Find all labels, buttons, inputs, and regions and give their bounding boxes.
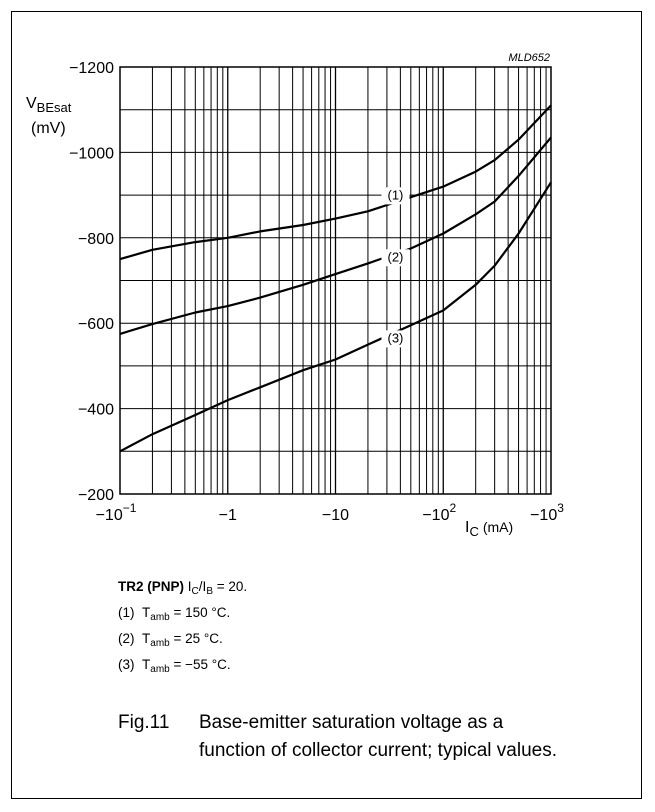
series-label-1: (1) [387, 187, 403, 202]
figure-frame [11, 11, 642, 799]
y-axis-subscript: BEsat [37, 100, 72, 115]
x-axis-label: IC (mA) [465, 519, 513, 539]
plot-border [119, 66, 552, 495]
series-label-bg-1 [381, 187, 410, 205]
x-tick-label: −10−1 [96, 501, 137, 524]
device-conditions: TR2 (PNP) IC/IB = 20. [118, 579, 247, 597]
device-label: TR2 (PNP) [118, 579, 185, 594]
y-tick-label: −600 [78, 316, 114, 333]
caption-line-1: Base-emitter saturation voltage as a [199, 712, 504, 733]
figure-code: MLD652 [508, 52, 550, 64]
y-tick-label: −400 [78, 402, 114, 419]
series-group: (1) (2) (3) [119, 104, 552, 453]
caption-line-2: function of collector current; typical v… [199, 740, 558, 761]
y-tick-label: −200 [78, 487, 114, 504]
series-line-2 [119, 136, 552, 335]
series-line-1 [119, 104, 552, 261]
figure-number: Fig.11 [118, 712, 170, 733]
x-tick-label: −102 [422, 501, 456, 524]
x-tick-label: −10 [322, 507, 349, 524]
series-line-3 [119, 181, 552, 453]
y-axis-label: VBEsat [26, 95, 72, 115]
series-label-bg-3 [381, 330, 410, 348]
grid [120, 67, 551, 494]
x-axis-symbol: I [465, 519, 469, 536]
x-axis-unit: (mA) [483, 519, 513, 535]
x-tick-label: −103 [530, 501, 564, 524]
series-label-3: (3) [387, 330, 403, 345]
condition-line-1: (1) Tamb = 150 °C. [118, 605, 231, 623]
tick-labels: −1200 −1000 −800 −600 −400 −200−10−1 −1 −10 −102… [69, 60, 564, 524]
x-tick-label: −1 [219, 507, 237, 524]
y-tick-label: −1000 [69, 145, 114, 162]
ratio-label: IC/IB = 20. [187, 579, 248, 597]
y-axis-unit: (mV) [31, 120, 66, 137]
condition-line-3: (3) Tamb = −55 °C. [118, 657, 231, 675]
x-axis-subscript: C [469, 524, 478, 539]
series-label-2: (2) [387, 249, 403, 264]
condition-line-2: (2) Tamb = 25 °C. [118, 631, 223, 649]
series-label-bg-2 [381, 249, 410, 267]
y-axis-symbol: V [26, 95, 37, 112]
figure-caption: Fig.11 Base-emitter saturation voltage a… [118, 712, 557, 761]
y-tick-label: −1200 [69, 60, 114, 77]
y-tick-label: −800 [78, 231, 114, 248]
